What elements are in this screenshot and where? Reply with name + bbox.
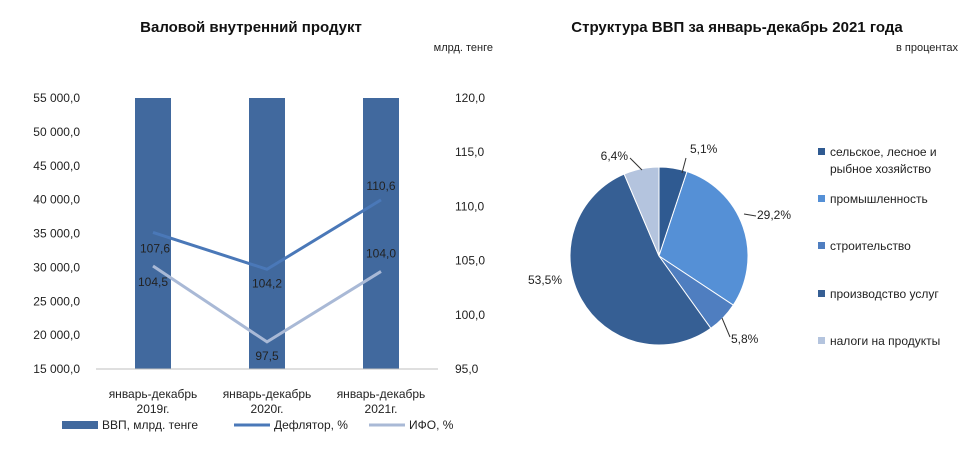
right-tick-label: 120,0 (455, 91, 485, 105)
pie-leader-line (681, 157, 687, 174)
left-tick-label: 25 000,0 (33, 294, 80, 308)
right-tick-label: 100,0 (455, 308, 485, 322)
left-tick-label: 45 000,0 (33, 159, 80, 173)
pie-value-label: 6,4% (601, 149, 629, 163)
gdp-bar (249, 98, 285, 369)
pie-legend-label: сельское, лесное и (830, 145, 937, 159)
pie-leader-line (629, 157, 643, 171)
gdp-legend: ВВП, млрд. тенге Дефлятор, % ИФО, % (62, 418, 454, 432)
pie-value-label: 53,5% (528, 273, 562, 287)
right-tick-label: 95,0 (455, 362, 479, 376)
pie-legend-label: промышленность (830, 192, 928, 206)
x-axis-ticks: январь-декабрь2019г.январь-декабрь2020г.… (109, 387, 426, 416)
gdp-bars (135, 98, 399, 369)
left-tick-label: 15 000,0 (33, 362, 80, 376)
legend-swatch-gdp (62, 421, 98, 429)
gdp-structure-pie-chart: Структура ВВП за январь-декабрь 2021 год… (528, 19, 959, 348)
left-tick-label: 40 000,0 (33, 193, 80, 207)
pie-unit-label: в процентах (896, 42, 958, 54)
pie-legend: сельское, лесное и рыбное хозяйство промыш… (818, 145, 940, 348)
pie-legend-label: налоги на продукты (830, 334, 940, 348)
x-tick-label: 2021г. (365, 402, 398, 416)
right-tick-label: 110,0 (455, 199, 484, 213)
left-tick-label: 35 000,0 (33, 227, 80, 241)
x-tick-label: январь-декабрь (337, 387, 426, 401)
pie-legend-label: производство услуг (830, 287, 939, 301)
x-tick-label: 2019г. (137, 402, 170, 416)
pie-labels: 5,1% 29,2% 5,8% 53,5% 6,4% (528, 142, 791, 346)
pie-legend-swatch (818, 195, 825, 202)
ifo-point-label: 97,5 (255, 349, 279, 363)
pie-value-label: 5,8% (731, 332, 759, 346)
pie-value-label: 5,1% (690, 142, 718, 156)
legend-item-label: ИФО, % (409, 418, 454, 432)
pie-legend-swatch (818, 290, 825, 297)
point-labels: 107,6 104,2 110,6 104,5 97,5 104,0 (138, 179, 396, 363)
pie-legend-swatch (818, 148, 825, 155)
right-axis: 95,0 100,0 105,0 110,0 115,0 120,0 (455, 91, 485, 376)
left-axis: 15 000,0 20 000,0 25 000,0 30 000,0 35 000,0… (33, 91, 80, 376)
pie-legend-label: рыбное хозяйство (830, 162, 931, 176)
pie-legend-label: строительство (830, 239, 911, 253)
pie-leader-line (721, 317, 731, 338)
left-tick-label: 20 000,0 (33, 328, 80, 342)
pie-slices (569, 166, 749, 346)
ifo-line (152, 264, 382, 344)
deflator-point-label: 110,6 (366, 179, 395, 193)
pie-chart-title: Структура ВВП за январь-декабрь 2021 год… (571, 19, 903, 36)
gdp-combo-chart: Валовой внутренний продукт млрд. тенге 1… (33, 19, 493, 432)
gdp-unit-label: млрд. тенге (434, 42, 493, 54)
right-tick-label: 115,0 (455, 145, 484, 159)
pie-value-label: 29,2% (757, 208, 791, 222)
gdp-bar (363, 98, 399, 369)
deflator-point-label: 107,6 (140, 241, 170, 255)
x-tick-label: январь-декабрь (109, 387, 198, 401)
pie-legend-swatch (818, 337, 825, 344)
left-tick-label: 30 000,0 (33, 260, 80, 274)
gdp-chart-title: Валовой внутренний продукт (140, 19, 362, 36)
left-tick-label: 50 000,0 (33, 125, 80, 139)
x-tick-label: 2020г. (251, 402, 284, 416)
pie-slice (569, 173, 712, 346)
deflator-point-label: 104,2 (252, 276, 282, 290)
left-tick-label: 55 000,0 (33, 91, 80, 105)
right-tick-label: 105,0 (455, 254, 485, 268)
pie-legend-swatch (818, 242, 825, 249)
x-tick-label: январь-декабрь (223, 387, 312, 401)
ifo-point-label: 104,5 (138, 275, 168, 289)
pie-leader-line (743, 213, 757, 217)
legend-item-label: ВВП, млрд. тенге (102, 418, 198, 432)
ifo-point-label: 104,0 (366, 246, 396, 260)
index-lines (152, 198, 382, 344)
legend-item-label: Дефлятор, % (274, 418, 348, 432)
pie-slice (658, 170, 749, 306)
deflator-line (152, 198, 382, 271)
